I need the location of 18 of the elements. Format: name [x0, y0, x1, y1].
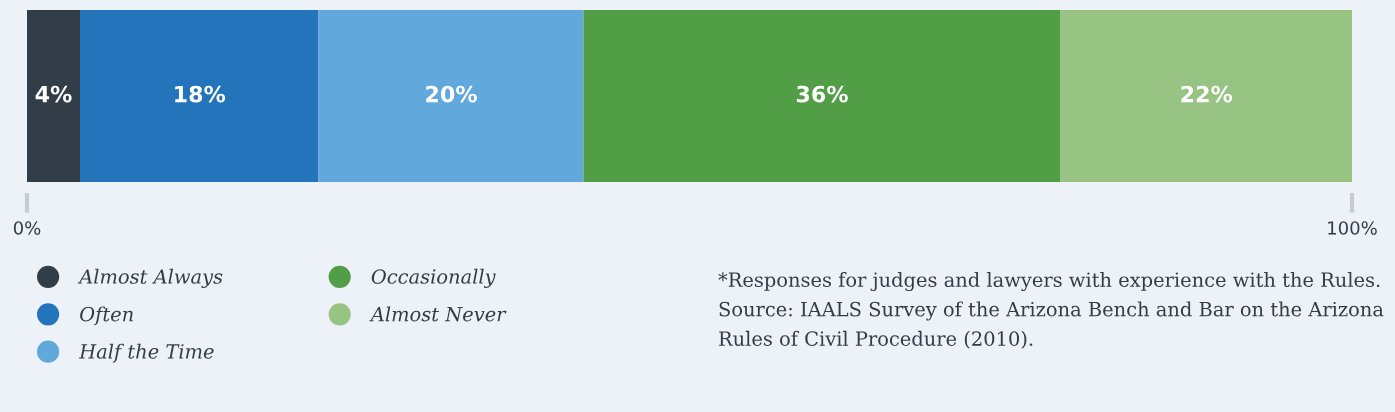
legend-label: Almost Always [77, 268, 223, 288]
text: *Responses for judges and lawyers with experience with the Rules. Source: IAALS Survey of the Arizona Bench and Bar on the Arizona Rules of Civil Procedure (2010). [718, 272, 1384, 349]
x-tick-label: 0% [13, 221, 41, 235]
bar [1060, 10, 1352, 182]
bar [583, 10, 1061, 182]
legend-label: Occasionally [371, 268, 496, 288]
bar [80, 10, 319, 182]
data-label: 22% [1181, 85, 1233, 103]
bar [27, 10, 80, 182]
data-label: 20% [426, 85, 477, 103]
bar [318, 10, 584, 182]
data-label: 18% [175, 85, 226, 103]
data-label: 36% [796, 85, 848, 103]
legend-label: Half the Time [78, 343, 214, 363]
x-tick-label: 100% [1328, 221, 1377, 235]
legend-label: Often [80, 306, 133, 326]
legend-label: Almost Never [369, 306, 507, 322]
data-label: 4% [35, 85, 72, 103]
